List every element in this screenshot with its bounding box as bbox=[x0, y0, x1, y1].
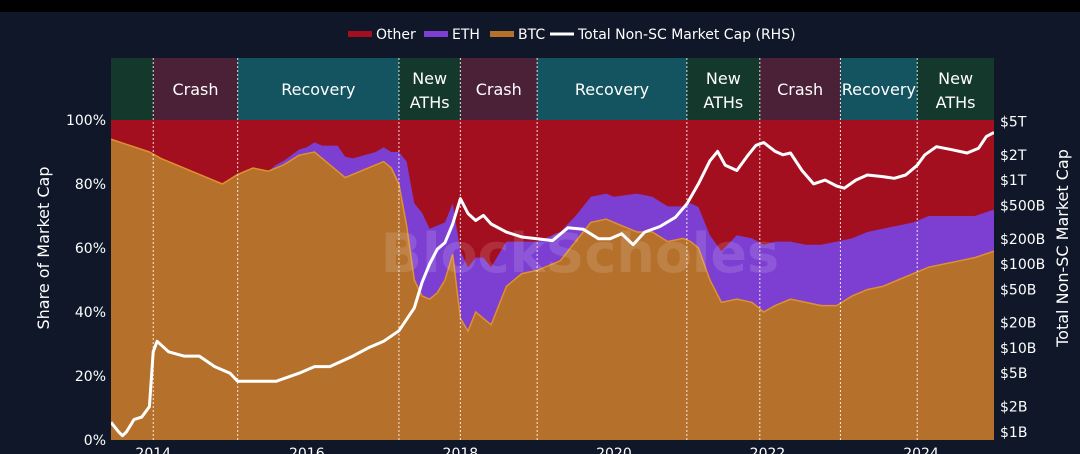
phase-band-crash bbox=[759, 58, 841, 120]
y-tick-left: 60% bbox=[75, 241, 106, 257]
y-tick-right: $200B bbox=[1000, 232, 1045, 248]
phase-label: Recovery bbox=[281, 80, 355, 99]
phase-label: New bbox=[412, 69, 447, 88]
phase-label: ATHs bbox=[936, 93, 976, 112]
phase-band-recovery bbox=[840, 58, 918, 120]
phase-label: New bbox=[938, 69, 973, 88]
x-tick: 2024 bbox=[903, 446, 939, 454]
phase-label: ATHs bbox=[703, 93, 743, 112]
phase-band-newath bbox=[917, 58, 994, 120]
y-axis-title-left: Share of Market Cap bbox=[34, 167, 53, 330]
legend-label-eth: ETH bbox=[452, 27, 480, 43]
y-tick-left: 0% bbox=[84, 433, 106, 449]
phase-band-newath bbox=[111, 58, 154, 120]
plot-area bbox=[111, 120, 994, 440]
x-tick: 2022 bbox=[750, 446, 786, 454]
watermark: BlockScholes bbox=[381, 222, 779, 285]
y-tick-right: $500B bbox=[1000, 198, 1045, 214]
phase-label: ATHs bbox=[410, 93, 450, 112]
total-market-cap-line bbox=[111, 131, 994, 438]
phase-label: Recovery bbox=[575, 80, 649, 99]
x-tick: 2020 bbox=[596, 446, 632, 454]
legend-label-btc: BTC bbox=[518, 27, 545, 43]
x-tick: 2014 bbox=[135, 446, 171, 454]
phase-band-newath bbox=[686, 58, 760, 120]
y-tick-right: $2T bbox=[1000, 148, 1027, 164]
phase-label: New bbox=[706, 69, 741, 88]
y-tick-left: 40% bbox=[75, 305, 106, 321]
phase-label: Crash bbox=[777, 80, 823, 99]
y-tick-right: $10B bbox=[1000, 341, 1036, 357]
y-tick-left: 20% bbox=[75, 369, 106, 385]
y-tick-right: $100B bbox=[1000, 257, 1045, 273]
legend: Other ETH BTC Total Non-SC Market Cap (R… bbox=[348, 27, 796, 43]
y-tick-right: $20B bbox=[1000, 316, 1036, 332]
y-tick-right: $1T bbox=[1000, 173, 1027, 189]
y-tick-right: $1B bbox=[1000, 425, 1027, 441]
y-tick-left: 100% bbox=[66, 113, 106, 129]
phase-band-crash bbox=[153, 58, 238, 120]
phase-label: Crash bbox=[172, 80, 218, 99]
y-tick-right: $2B bbox=[1000, 400, 1027, 416]
legend-label-total: Total Non-SC Market Cap (RHS) bbox=[577, 27, 796, 43]
y-tick-right: $50B bbox=[1000, 282, 1036, 298]
phase-label: Crash bbox=[476, 80, 522, 99]
x-tick: 2016 bbox=[289, 446, 325, 454]
phase-band-crash bbox=[460, 58, 538, 120]
phase-band-newath bbox=[398, 58, 461, 120]
y-tick-left: 80% bbox=[75, 177, 106, 193]
btc-share-edge bbox=[111, 138, 994, 333]
phase-band-recovery bbox=[237, 58, 399, 120]
phase-bands: Crash Recovery New ATHs Crash Recovery New ATHs… bbox=[111, 58, 994, 120]
y-tick-right: $5T bbox=[1000, 114, 1027, 130]
phase-band-recovery bbox=[537, 58, 687, 120]
legend-label-other: Other bbox=[376, 27, 416, 43]
top-black-bar bbox=[0, 0, 1080, 12]
y-tick-right: $5B bbox=[1000, 366, 1027, 382]
y-axis-title-right: Total Non-SC Market Cap bbox=[1053, 149, 1072, 348]
x-tick: 2018 bbox=[443, 446, 479, 454]
phase-label: Recovery bbox=[842, 80, 916, 99]
axes: 0% 20% 40% 60% 80% 100% $1B $2B $5B $10B $20B $50B $… bbox=[66, 113, 1045, 454]
